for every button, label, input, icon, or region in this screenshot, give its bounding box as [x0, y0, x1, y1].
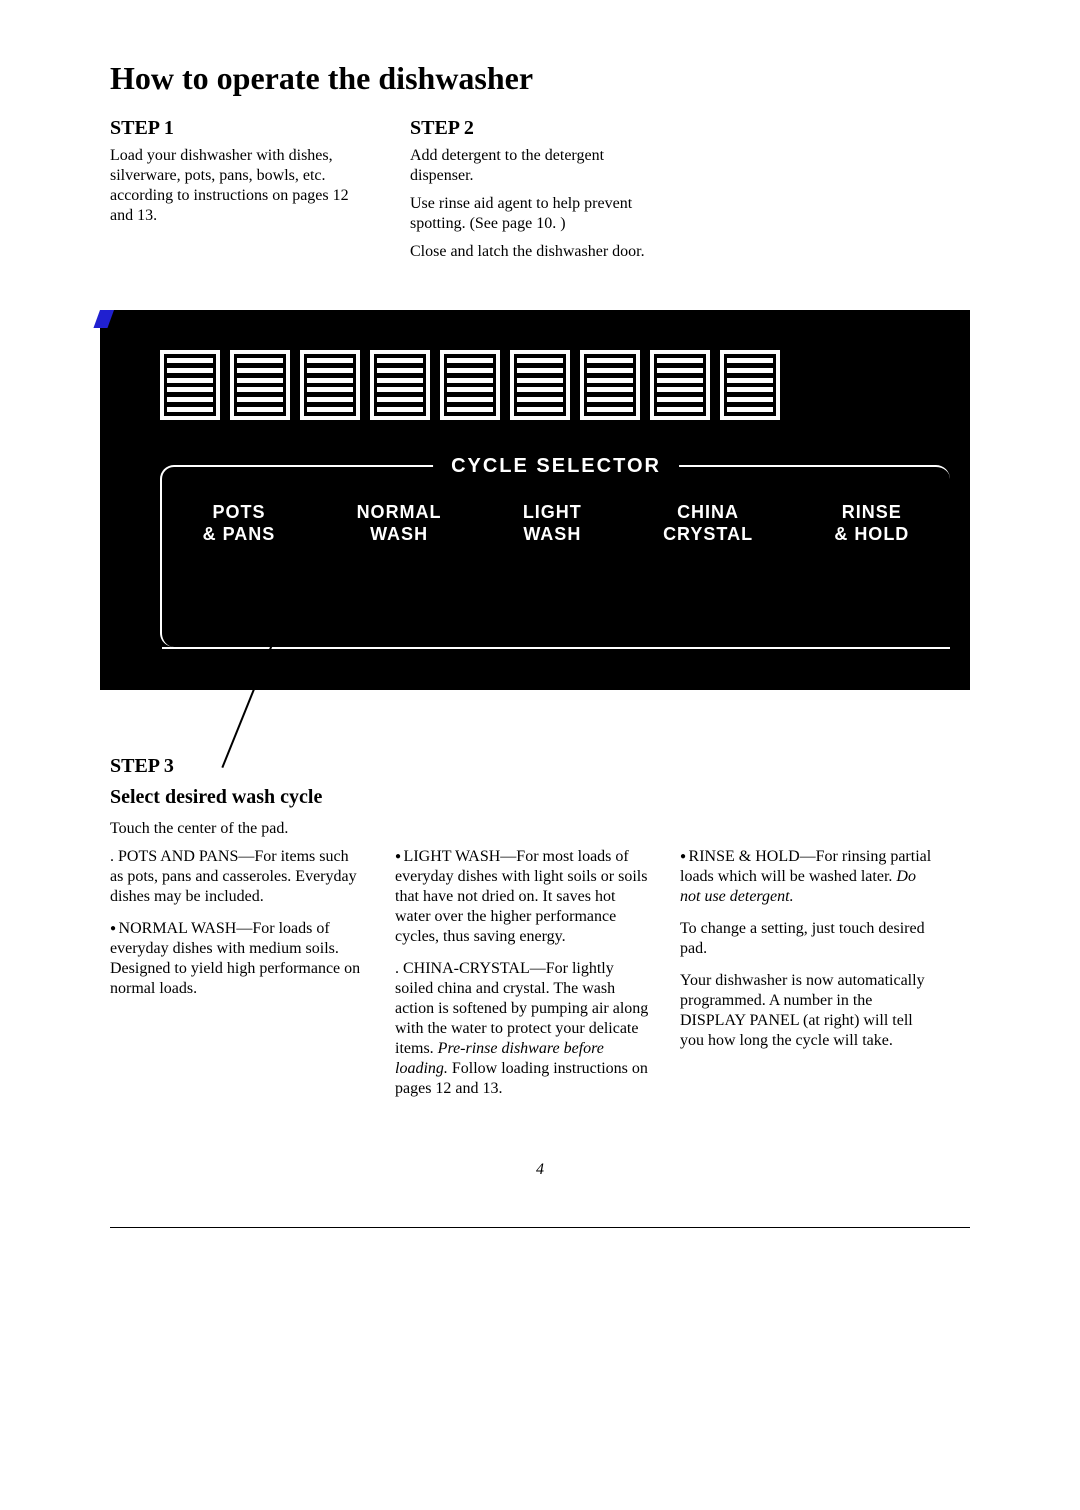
step1-text: Load your dishwasher with dishes, silver… [110, 146, 370, 226]
step1-block: STEP 1 Load your dishwasher with dishes,… [110, 117, 370, 270]
desc-china-crystal: CHINA-CRYSTAL—For lightly soiled china a… [395, 959, 650, 1099]
desc-pots-pans: POTS AND PANS—For items such as pots, pa… [110, 847, 365, 907]
control-panel-figure: CYCLE SELECTOR POTS & PANS NORMAL WASH L… [110, 310, 970, 690]
cycle-selector-box: CYCLE SELECTOR POTS & PANS NORMAL WASH L… [160, 465, 950, 647]
page-number: 4 [110, 1161, 970, 1179]
cycle-light-wash[interactable]: LIGHT WASH [523, 502, 582, 545]
cycle-pots-pans[interactable]: POTS & PANS [203, 502, 276, 545]
cycle-label-line: POTS [203, 502, 276, 524]
display-segment [370, 350, 430, 420]
cycle-label-line: & PANS [203, 524, 276, 546]
cycle-label-line: CHINA [663, 502, 753, 524]
cycle-china-crystal[interactable]: CHINA CRYSTAL [663, 502, 753, 545]
display-segments-row [160, 350, 780, 420]
cycle-label-line: WASH [357, 524, 442, 546]
cycle-normal-wash[interactable]: NORMAL WASH [357, 502, 442, 545]
step3-head: STEP 3 [110, 755, 970, 778]
cycle-labels-row: POTS & PANS NORMAL WASH LIGHT WASH CHINA… [162, 502, 950, 545]
footer-rule [110, 1227, 970, 1228]
cycle-label-line: RINSE [834, 502, 909, 524]
step2-block: STEP 2 Add detergent to the detergent di… [410, 117, 670, 270]
desc-normal-wash: NORMAL WASH—For loads of everyday dishes… [110, 919, 365, 999]
cycle-label-line: CRYSTAL [663, 524, 753, 546]
display-segment [160, 350, 220, 420]
display-segment [580, 350, 640, 420]
desc-light-wash: LIGHT WASH—For most loads of everyday di… [395, 847, 650, 947]
step3-block: STEP 3 Select desired wash cycle Touch t… [110, 755, 970, 1111]
desc-rinse-text: RINSE & HOLD—For rinsing partial loads w… [680, 848, 931, 885]
step1-head: STEP 1 [110, 117, 370, 140]
display-segment [230, 350, 290, 420]
display-segment [720, 350, 780, 420]
step3-col3: RINSE & HOLD—For rinsing partial loads w… [680, 847, 935, 1111]
page-title: How to operate the dishwasher [110, 60, 970, 97]
step3-intro: Touch the center of the pad. [110, 819, 970, 839]
desc-rinse-hold: RINSE & HOLD—For rinsing partial loads w… [680, 847, 935, 907]
top-steps-row: STEP 1 Load your dishwasher with dishes,… [110, 117, 970, 270]
cycle-selector-title: CYCLE SELECTOR [433, 455, 679, 478]
display-segment [440, 350, 500, 420]
step2-text1: Add detergent to the detergent dispenser… [410, 146, 670, 186]
display-segment [510, 350, 570, 420]
cycle-rinse-hold[interactable]: RINSE & HOLD [834, 502, 909, 545]
step2-head: STEP 2 [410, 117, 670, 140]
control-panel: CYCLE SELECTOR POTS & PANS NORMAL WASH L… [100, 310, 970, 690]
cycle-label-line: & HOLD [834, 524, 909, 546]
cycle-label-line: WASH [523, 524, 582, 546]
step3-subhead: Select desired wash cycle [110, 786, 970, 809]
step2-text2: Use rinse aid agent to help prevent spot… [410, 194, 670, 234]
step2-text3: Close and latch the dishwasher door. [410, 242, 670, 262]
desc-auto-program: Your dishwasher is now automatically pro… [680, 971, 935, 1051]
panel-corner-accent [93, 310, 114, 328]
cycle-label-line: NORMAL [357, 502, 442, 524]
cycle-label-line: LIGHT [523, 502, 582, 524]
display-segment [300, 350, 360, 420]
step3-columns: POTS AND PANS—For items such as pots, pa… [110, 847, 970, 1111]
step3-col2: LIGHT WASH—For most loads of everyday di… [395, 847, 650, 1111]
step3-col1: POTS AND PANS—For items such as pots, pa… [110, 847, 365, 1111]
desc-change-setting: To change a setting, just touch desired … [680, 919, 935, 959]
display-segment [650, 350, 710, 420]
